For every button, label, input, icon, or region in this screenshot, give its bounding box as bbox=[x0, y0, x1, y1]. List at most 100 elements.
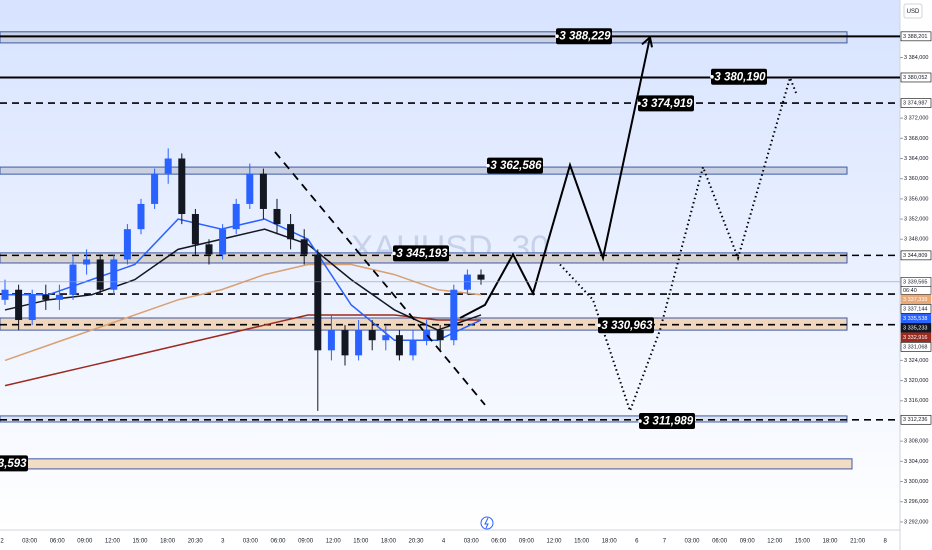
candle-body bbox=[436, 330, 444, 341]
candle-body bbox=[327, 330, 335, 351]
x-tick-label: 12:00 bbox=[767, 539, 783, 545]
y-tick-label: 3 324,000 bbox=[904, 358, 928, 364]
candle-body bbox=[287, 224, 295, 240]
x-tick-label: 09:00 bbox=[298, 539, 314, 545]
countdown: 06:40 bbox=[903, 288, 917, 294]
price-tag-box bbox=[900, 414, 932, 425]
x-tick-label: 4 bbox=[442, 539, 446, 545]
x-tick-label: 12:00 bbox=[326, 539, 342, 545]
price-tag: 3 339,565 bbox=[903, 279, 927, 285]
candle-body bbox=[409, 340, 417, 356]
candle-body bbox=[219, 229, 227, 255]
level-tag: 3 330,963 bbox=[601, 320, 653, 332]
price-tag: 3 312,236 bbox=[903, 417, 927, 423]
x-tick-label: 03:00 bbox=[684, 539, 700, 545]
level-tag: 3 362,586 bbox=[490, 160, 542, 172]
tag-anchor bbox=[597, 323, 601, 328]
zone bbox=[0, 458, 853, 470]
trendline bbox=[274, 151, 486, 406]
level-tag-box bbox=[638, 95, 694, 112]
candle-body bbox=[69, 264, 77, 295]
price-tag-box bbox=[900, 250, 932, 261]
price-tag-box bbox=[900, 31, 932, 42]
tag-anchor bbox=[637, 101, 641, 106]
replay-icon[interactable] bbox=[480, 516, 494, 530]
candle-body bbox=[382, 335, 390, 341]
candle-body bbox=[355, 330, 363, 356]
price-tag-box bbox=[900, 342, 932, 352]
price-tag: 3 331,068 bbox=[903, 344, 927, 350]
price-tag: 3 335,538 bbox=[903, 316, 927, 322]
y-tick-label: 3 384,000 bbox=[904, 55, 928, 61]
moving-average bbox=[4, 314, 481, 387]
candle-body bbox=[232, 203, 240, 230]
x-tick-label: 12:00 bbox=[105, 539, 121, 545]
y-tick-label: 3 364,000 bbox=[904, 156, 928, 162]
y-tick-label: 3 352,000 bbox=[904, 217, 928, 223]
price-tag-box bbox=[900, 323, 932, 333]
level-tag: 3 374,919 bbox=[641, 98, 693, 110]
price-tag: 3 344,809 bbox=[903, 253, 927, 259]
x-tick-label: 06:00 bbox=[712, 539, 728, 545]
candle-body bbox=[178, 158, 186, 215]
x-tick-label: 2 bbox=[0, 539, 4, 545]
tag-anchor bbox=[555, 34, 559, 38]
zone bbox=[0, 415, 848, 423]
price-tag: 3 380,052 bbox=[903, 75, 927, 81]
candle-body bbox=[191, 214, 199, 245]
price-tag-box bbox=[900, 98, 932, 108]
x-tick-label: 06:00 bbox=[50, 539, 66, 545]
x-tick-label: 15:00 bbox=[795, 539, 811, 545]
moving-average bbox=[4, 228, 482, 331]
x-tick-label: 18:00 bbox=[602, 539, 618, 545]
level-tag-box bbox=[487, 157, 543, 174]
x-tick-label: 6 bbox=[635, 539, 639, 545]
price-tag-box bbox=[900, 72, 932, 83]
x-tick-label: 09:00 bbox=[740, 539, 756, 545]
price-tag-box bbox=[900, 294, 932, 305]
x-tick-label: 12:00 bbox=[546, 539, 562, 545]
candle-body bbox=[477, 274, 485, 280]
level-tag-box bbox=[711, 68, 767, 85]
arrow-head bbox=[641, 35, 653, 48]
candle-body bbox=[314, 254, 322, 351]
x-tick-label: 09:00 bbox=[77, 539, 93, 545]
candle-body bbox=[137, 203, 145, 230]
x-tick-label: 03:00 bbox=[464, 539, 480, 545]
candle-body bbox=[205, 244, 213, 255]
candle-body bbox=[96, 259, 104, 290]
y-tick-label: 3 296,000 bbox=[904, 499, 928, 505]
x-tick-label: 18:00 bbox=[160, 539, 176, 545]
zone bbox=[0, 166, 848, 175]
candle-body bbox=[423, 330, 431, 341]
candle-body bbox=[341, 330, 349, 356]
countdown-box bbox=[900, 286, 932, 295]
price-tag: 3 337,339 bbox=[903, 297, 927, 303]
x-tick-label: 18:00 bbox=[822, 539, 838, 545]
x-tick-label: 06:00 bbox=[491, 539, 507, 545]
price-tag-box bbox=[900, 304, 932, 314]
x-tick-label: 15:00 bbox=[574, 539, 590, 545]
y-tick-label: 3 308,000 bbox=[904, 439, 928, 445]
level-tag: 3 345,193 bbox=[396, 248, 448, 260]
x-tick-label: 09:00 bbox=[519, 539, 535, 545]
price-tag: 3 337,144 bbox=[903, 306, 927, 312]
zone bbox=[0, 31, 848, 44]
y-tick-label: 3 368,000 bbox=[904, 136, 928, 142]
y-tick-label: 3 292,000 bbox=[904, 519, 928, 525]
candle-body bbox=[123, 229, 131, 260]
tag-anchor bbox=[638, 419, 642, 423]
candle-body bbox=[151, 173, 159, 204]
y-tick-label: 3 356,000 bbox=[904, 196, 928, 202]
y-tick-label: 3 300,000 bbox=[904, 479, 928, 485]
candle-body bbox=[463, 274, 471, 290]
candle-body bbox=[55, 294, 63, 300]
tag-anchor bbox=[710, 74, 714, 79]
tag-anchor bbox=[486, 163, 490, 168]
currency: USD bbox=[907, 9, 920, 15]
price-tag-box bbox=[900, 313, 932, 324]
level-tag-box bbox=[0, 455, 28, 472]
tag-anchor bbox=[392, 251, 396, 256]
x-tick-label: 8 bbox=[884, 539, 888, 545]
price-tag: 3 388,201 bbox=[903, 34, 927, 40]
